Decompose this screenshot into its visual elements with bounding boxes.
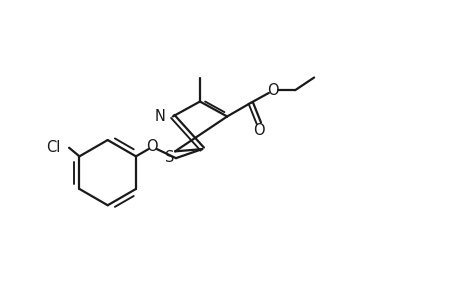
Text: N: N (154, 109, 165, 124)
Text: O: O (146, 139, 158, 154)
Text: Cl: Cl (46, 140, 61, 155)
Text: O: O (252, 123, 264, 138)
Text: O: O (267, 83, 279, 98)
Text: S: S (165, 150, 174, 165)
